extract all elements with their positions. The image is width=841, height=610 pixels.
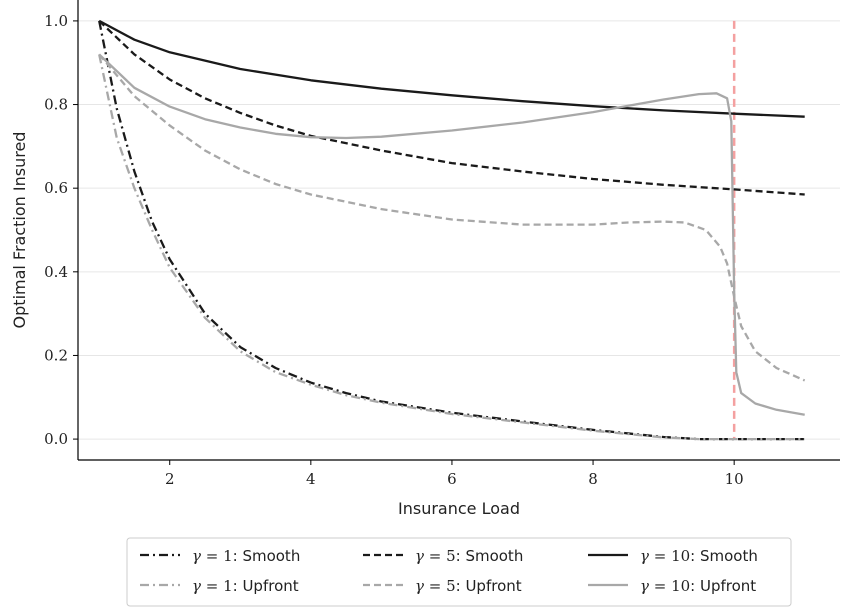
legend-suffix-4: : Upfront (233, 577, 299, 595)
legend-num-4: 1 (223, 577, 233, 595)
x-tick-label-3: 8 (588, 470, 598, 488)
legend-label-4: γ = 1: Upfront (192, 577, 299, 595)
y-tick-label-3: 0.6 (44, 179, 68, 197)
axes (77, 0, 840, 461)
y-tick-label-1: 0.2 (44, 346, 68, 364)
legend-label-6: γ = 10: Upfront (640, 577, 756, 595)
x-axis-ticks: 2 4 6 8 10 (165, 460, 744, 488)
legend-eq-6: = (649, 577, 671, 595)
x-tick-label-4: 10 (725, 470, 744, 488)
legend-gamma-2: γ (415, 547, 424, 565)
series-line-1 (98, 20, 805, 441)
legend: γ = 1: Smooth γ = 5: Smooth γ = 10: Smooth… (126, 537, 792, 607)
legend-gamma-3: γ (640, 547, 649, 565)
legend-gamma-5: γ (415, 577, 424, 595)
y-tick-label-4: 0.8 (44, 96, 68, 114)
legend-label-1: γ = 1: Smooth (192, 547, 300, 565)
series-line-3 (98, 20, 805, 196)
y-tick-label-2: 0.4 (44, 263, 68, 281)
legend-eq-4: = (201, 577, 223, 595)
legend-suffix-3: : Smooth (690, 547, 758, 565)
series-line-2 (98, 54, 805, 441)
legend-eq-2: = (424, 547, 446, 565)
legend-gamma-4: γ (192, 577, 201, 595)
series-line-4 (98, 53, 806, 382)
legend-num-1: 1 (223, 547, 233, 565)
x-tick-label-1: 4 (306, 470, 316, 488)
y-axis-label: Optimal Fraction Insured (10, 132, 29, 329)
legend-suffix-5: : Upfront (456, 577, 522, 595)
x-axis-label: Insurance Load (398, 499, 520, 518)
x-tick-label-0: 2 (165, 470, 175, 488)
legend-num-3: 10 (671, 547, 690, 565)
legend-suffix-6: : Upfront (690, 577, 756, 595)
legend-num-2: 5 (446, 547, 456, 565)
legend-eq-1: = (201, 547, 223, 565)
grid-lines (78, 20, 840, 440)
legend-suffix-1: : Smooth (233, 547, 301, 565)
x-tick-label-2: 6 (447, 470, 457, 488)
legend-label-5: γ = 5: Upfront (415, 577, 522, 595)
series-line-6 (98, 53, 805, 416)
legend-suffix-2: : Smooth (456, 547, 524, 565)
legend-label-2: γ = 5: Smooth (415, 547, 523, 565)
legend-gamma-1: γ (192, 547, 201, 565)
y-tick-label-5: 1.0 (44, 12, 68, 30)
series-line-5 (98, 19, 805, 118)
legend-num-5: 5 (446, 577, 456, 595)
legend-eq-5: = (424, 577, 446, 595)
y-axis-ticks: 0.0 0.2 0.4 0.6 0.8 1.0 (44, 12, 78, 448)
legend-gamma-6: γ (640, 577, 649, 595)
y-tick-label-0: 0.0 (44, 430, 68, 448)
legend-num-6: 10 (671, 577, 690, 595)
legend-eq-3: = (649, 547, 671, 565)
series-layer (98, 19, 806, 441)
legend-label-3: γ = 10: Smooth (640, 547, 758, 565)
